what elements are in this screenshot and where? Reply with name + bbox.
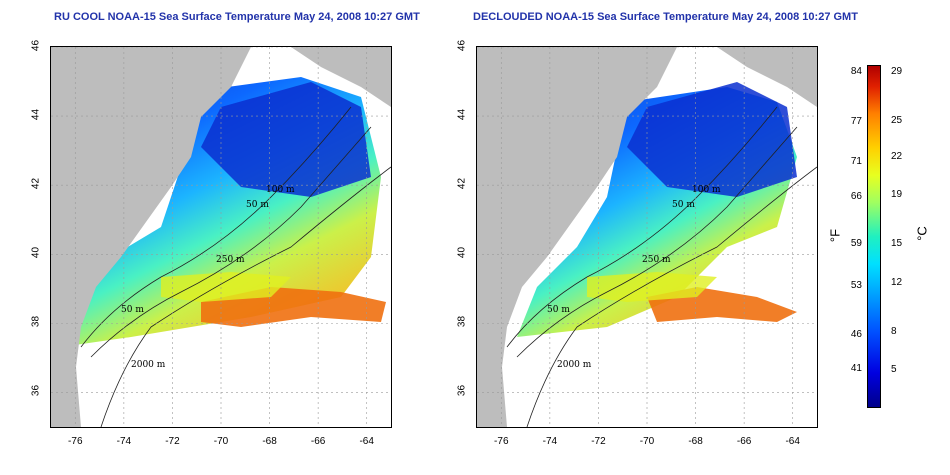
celsius-tick-label: 15 [891,238,903,249]
lon-tick-label: -74 [116,436,132,447]
lat-tick-label: 46 [30,39,42,52]
celsius-tick-label: 12 [891,277,903,288]
lon-tick-label: -66 [736,436,752,447]
contour-label: 50 m [121,305,144,315]
lon-tick-label: -64 [359,436,374,447]
fahrenheit-tick-label: 46 [850,329,862,340]
celsius-tick-label: 5 [891,364,897,375]
lat-tick-label: 42 [30,178,42,190]
bathymetry-contour [90,126,372,358]
lat-tick-label: 38 [456,316,468,328]
contour-label: 100 m [692,185,721,195]
celsius-tick-label: 19 [891,189,903,200]
bathymetry-contour [516,126,798,358]
lon-tick-label: -64 [785,436,800,447]
contour-label: 50 m [672,200,695,210]
lat-tick-label: 42 [456,178,468,190]
fahrenheit-tick-label: 59 [850,238,862,249]
fahrenheit-tick-label: 53 [850,280,862,291]
cold-water-region [201,82,371,197]
lon-tick-label: -70 [213,436,229,447]
celsius-tick-label: 29 [891,66,903,77]
map-canvas: 100 m 50 m 250 m 50 m 2000 m [51,47,391,427]
fahrenheit-tick-label: 41 [850,363,862,374]
contour-label: 2000 m [557,360,592,370]
lat-tick-label: 36 [456,385,468,397]
lat-tick-label: 46 [456,39,468,52]
contour-label: 250 m [642,255,671,265]
lat-tick-label: 40 [30,247,42,259]
nova-scotia-land [717,47,817,107]
contour-label: 2000 m [131,360,166,370]
lon-tick-label: -76 [494,436,509,447]
map-title-left: RU COOL NOAA-15 Sea Surface Temperature … [54,11,420,23]
lat-tick-label: 36 [30,385,42,397]
lat-tick-label: 40 [456,247,468,259]
contour-label: 100 m [266,185,295,195]
lon-tick-label: -68 [688,436,703,447]
fahrenheit-tick-label: 84 [850,66,862,77]
lon-tick-label: -72 [591,436,606,447]
fahrenheit-tick-label: 77 [850,116,862,127]
contour-label: 50 m [547,305,570,315]
sst-map-left: 100 m 50 m 250 m 50 m 2000 m [50,46,392,428]
sst-map-right: 100 m 50 m 250 m 50 m 2000 m [476,46,818,428]
fahrenheit-tick-label: 71 [850,156,862,167]
bathymetry-contour [506,106,778,348]
fahrenheit-unit-label: °F [827,228,843,243]
bathymetry-contour [80,106,352,348]
lat-tick-label: 44 [456,109,468,121]
lon-tick-label: -70 [639,436,655,447]
map-canvas: 100 m 50 m 250 m 50 m 2000 m [477,47,817,427]
lon-tick-label: -68 [262,436,277,447]
celsius-tick-label: 22 [891,151,903,162]
lon-tick-label: -74 [542,436,558,447]
celsius-tick-label: 8 [891,326,897,337]
coastline-land [477,47,677,427]
cold-water-region [627,82,797,197]
nova-scotia-land [291,47,391,107]
celsius-unit-label: °C [914,226,930,241]
bathymetry-contour [526,166,817,427]
warm-shelf-water [161,272,291,302]
lon-tick-label: -76 [68,436,83,447]
fahrenheit-tick-label: 66 [850,191,862,202]
lon-tick-label: -72 [165,436,180,447]
lat-tick-label: 38 [30,316,42,328]
contour-label: 50 m [246,200,269,210]
coastline-land [51,47,251,427]
lon-tick-label: -66 [310,436,326,447]
warm-shelf-water [587,272,717,302]
contour-label: 250 m [216,255,245,265]
bathymetry-contour [100,166,391,427]
temperature-colorbar [867,65,881,408]
map-title-right: DECLOUDED NOAA-15 Sea Surface Temperatur… [473,11,858,23]
lat-tick-label: 44 [30,109,42,121]
celsius-tick-label: 25 [891,115,903,126]
